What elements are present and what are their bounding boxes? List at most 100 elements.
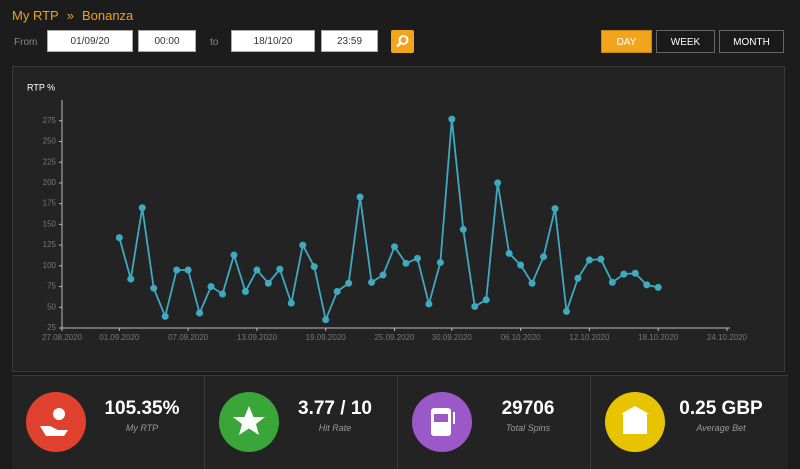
- rtp-point: [333, 288, 341, 296]
- stat-card: 29706 Total Spins: [398, 376, 591, 469]
- from-label: From: [14, 37, 38, 48]
- rtp-line: [118, 118, 659, 323]
- rtp-point: [402, 259, 410, 267]
- rtp-point: [562, 307, 570, 315]
- to-time[interactable]: 23:59: [321, 30, 378, 52]
- x-tick-label: 12.10.2020: [569, 333, 610, 342]
- rtp-point: [287, 299, 295, 307]
- x-tick-label: 30.09.2020: [432, 333, 473, 342]
- stat-label: My RTP: [125, 423, 159, 433]
- y-tick-label: 75: [47, 282, 56, 291]
- rtp-point: [264, 279, 272, 287]
- x-tick-label: 01.09.2020: [99, 333, 140, 342]
- stat-card: 3.77 / 10 Hit Rate: [205, 376, 398, 469]
- stats-bar: 105.35% My RTP 3.77 / 10 Hit Rate 29706 …: [12, 375, 788, 469]
- crumb-sep: »: [66, 8, 74, 23]
- rtp-point: [643, 281, 651, 289]
- y-tick-label: 225: [43, 157, 57, 166]
- stat-label: Average Bet: [696, 423, 746, 433]
- breadcrumb: My RTP » Bonanza: [12, 8, 133, 23]
- y-tick-label: 150: [43, 219, 57, 228]
- rtp-point: [345, 279, 353, 287]
- rtp-point: [505, 249, 513, 257]
- rtp-point: [436, 259, 444, 267]
- rtp-point: [620, 270, 628, 278]
- y-tick-label: 175: [43, 199, 57, 208]
- period-button[interactable]: DAY: [601, 30, 652, 53]
- rtp-point: [459, 225, 467, 233]
- y-tick-label: 250: [43, 137, 57, 146]
- y-axis-label: RTP %: [27, 82, 55, 92]
- y-tick-label: 100: [43, 261, 57, 270]
- rtp-point: [241, 288, 249, 296]
- stat-value: 0.25 GBP: [679, 398, 763, 419]
- rtp-point: [299, 241, 307, 249]
- rtp-point: [631, 269, 639, 277]
- rtp-point: [196, 309, 204, 317]
- hit-icon: [219, 392, 279, 452]
- rtp-point: [551, 205, 559, 213]
- from-time[interactable]: 00:00: [138, 30, 196, 52]
- search-button[interactable]: [391, 30, 414, 53]
- rtp-point: [413, 254, 421, 262]
- rtp-point: [276, 265, 284, 273]
- search-icon: [396, 35, 409, 48]
- rtp-point: [115, 234, 123, 242]
- rtp-point: [356, 193, 364, 201]
- rtp-point: [173, 266, 181, 274]
- y-tick-label: 25: [47, 323, 56, 332]
- rtp-point: [585, 256, 593, 264]
- y-tick-label: 125: [43, 240, 57, 249]
- rtp-point: [540, 253, 548, 261]
- rtp-point: [597, 255, 605, 263]
- rtp-point: [517, 261, 525, 269]
- to-label: to: [210, 37, 219, 48]
- x-tick-label: 27.08.2020: [42, 333, 83, 342]
- rtp-point: [368, 278, 376, 286]
- x-tick-label: 13.09.2020: [237, 333, 278, 342]
- period-button[interactable]: WEEK: [656, 30, 715, 53]
- bet-icon: [605, 392, 665, 452]
- rtp-point: [230, 251, 238, 259]
- rtp-point: [494, 179, 502, 187]
- rtp-point: [150, 284, 158, 292]
- rtp-point: [528, 279, 536, 287]
- stat-value: 3.77 / 10: [298, 398, 372, 419]
- rtp-point: [448, 115, 456, 123]
- x-tick-label: 24.10.2020: [707, 333, 748, 342]
- spins-icon: [412, 392, 472, 452]
- rtp-point: [253, 266, 261, 274]
- rtp-point: [310, 263, 318, 271]
- to-date[interactable]: 18/10/20: [231, 30, 315, 52]
- rtp-point: [322, 316, 330, 324]
- rtp-point: [184, 266, 192, 274]
- rtp-point: [161, 312, 169, 320]
- rtp-point: [482, 296, 490, 304]
- stat-card: 0.25 GBP Average Bet: [591, 376, 784, 469]
- x-tick-label: 25.09.2020: [374, 333, 415, 342]
- period-button[interactable]: MONTH: [719, 30, 784, 53]
- x-tick-label: 19.09.2020: [306, 333, 347, 342]
- x-tick-label: 07.09.2020: [168, 333, 209, 342]
- from-date[interactable]: 01/09/20: [47, 30, 133, 52]
- rtp-point: [574, 274, 582, 282]
- chart: RTP % 25 50 75 100 125 150 175 200 225 250 275 27.0…: [27, 82, 748, 342]
- x-tick-label: 06.10.2020: [501, 333, 542, 342]
- rtp-point: [425, 300, 433, 308]
- stat-value: 105.35%: [104, 398, 180, 419]
- y-tick-label: 275: [43, 116, 57, 125]
- stat-label: Total Spins: [505, 423, 551, 433]
- rtp-point: [219, 290, 227, 298]
- rtp-point: [207, 283, 215, 291]
- rtp-point: [138, 204, 146, 212]
- stat-card: 105.35% My RTP: [12, 376, 205, 469]
- stat-label: Hit Rate: [318, 423, 352, 433]
- rtp-point: [471, 302, 479, 310]
- rtp-icon: [26, 392, 86, 452]
- x-tick-label: 18.10.2020: [638, 333, 679, 342]
- y-tick-label: 50: [47, 302, 56, 311]
- rtp-point: [654, 283, 662, 291]
- rtp-point: [608, 278, 616, 286]
- crumb-link[interactable]: My RTP: [12, 8, 59, 23]
